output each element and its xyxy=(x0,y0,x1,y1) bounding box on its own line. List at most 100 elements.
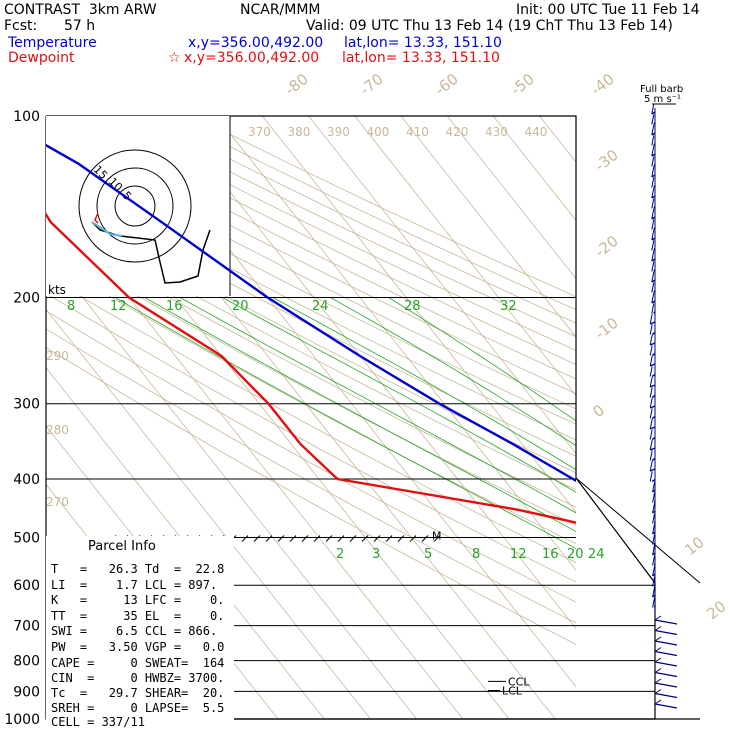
full-barb-unit: 5 m s⁻¹ xyxy=(644,94,681,105)
wind-barb xyxy=(651,271,655,283)
wind-barb xyxy=(654,629,678,636)
wind-barb xyxy=(651,240,655,251)
isotherm-label: -10 xyxy=(591,314,621,343)
wind-barb xyxy=(649,366,653,377)
wind-barb xyxy=(653,122,656,125)
dry-adiabat-line xyxy=(46,259,576,545)
mixing-ratio-label: 8 xyxy=(472,547,480,562)
mixing-ratio-line xyxy=(717,538,740,720)
theta-label: 270 xyxy=(46,495,69,509)
theta-label: 410 xyxy=(406,125,429,139)
isotherm-label: -80 xyxy=(281,70,311,99)
moist-adiabat-label: 12 xyxy=(110,299,127,314)
hatch-mark xyxy=(241,535,249,542)
wind-barb xyxy=(651,331,656,336)
wind-barb xyxy=(654,668,662,673)
wind-barb xyxy=(649,321,656,325)
hatch-mark xyxy=(409,535,417,542)
wind-barb xyxy=(651,145,655,157)
theta-label: 420 xyxy=(446,125,469,139)
isotherm-label: -20 xyxy=(591,232,621,261)
wind-barb xyxy=(651,198,655,209)
wind-barb xyxy=(653,143,656,146)
theta-label: 280 xyxy=(46,423,69,437)
dry-adiabat-line xyxy=(46,211,576,491)
dry-adiabat-line xyxy=(46,140,576,410)
wind-barb xyxy=(651,208,655,220)
hodograph-storm-motion xyxy=(94,212,99,224)
wind-barb xyxy=(649,460,653,472)
isotherm-line xyxy=(262,116,576,513)
dewpoint-latlon: lat,lon= 13.33, 151.10 xyxy=(342,50,500,66)
wind-barb xyxy=(654,671,678,678)
dry-adiabat-line xyxy=(46,126,576,395)
wind-barb xyxy=(652,565,656,577)
dry-adiabat-line xyxy=(46,227,576,508)
theta-label: 380 xyxy=(288,125,311,139)
pressure-tick-label: 200 xyxy=(13,291,40,307)
dewpoint-legend: Dewpoint xyxy=(8,50,75,66)
hodograph-trace-low xyxy=(91,221,123,237)
parcel-row: PW = 3.50 VGP = 0.0 xyxy=(51,640,225,654)
isotherm-label: 0 xyxy=(589,401,608,421)
hatch-mark xyxy=(373,535,381,542)
wind-barb xyxy=(651,135,655,146)
moist-adiabat-label: 28 xyxy=(404,299,421,314)
init-time: Init: 00 UTC Tue 11 Feb 14 xyxy=(516,2,700,18)
isotherm-line xyxy=(46,367,325,719)
mixing-ratio-label: 20 xyxy=(567,547,584,562)
wind-barb xyxy=(652,513,656,524)
parcel-row: T = 26.3 Td = 22.8 xyxy=(51,562,225,576)
wind-barb xyxy=(653,269,656,272)
pressure-tick-label: 100 xyxy=(13,109,40,125)
moist-adiabat-label: 16 xyxy=(166,299,183,314)
ccl-label: CCL xyxy=(508,675,530,688)
dry-adiabat-line xyxy=(46,167,576,441)
isotherm-label: 20 xyxy=(703,597,729,623)
parcel-row: CAPE = 0 SWEAT= 164 xyxy=(51,656,225,670)
dry-adiabat-line xyxy=(46,275,576,564)
wind-barb xyxy=(652,492,656,503)
moist-adiabat-line xyxy=(179,297,576,514)
wind-barb xyxy=(651,219,655,230)
isotherm-line xyxy=(354,116,576,397)
isotherm-line xyxy=(586,116,740,719)
dewpoint-xy: x,y=356.00,492.00 xyxy=(184,50,320,66)
theta-label: 370 xyxy=(248,125,271,139)
hatch-mark xyxy=(301,535,309,542)
dry-adiabat-line xyxy=(46,153,576,425)
dry-adiabat-line xyxy=(73,116,576,366)
hatch-mark xyxy=(313,535,321,542)
wind-barb xyxy=(653,227,656,230)
isotherm-line xyxy=(400,116,576,338)
moist-adiabat-label: 20 xyxy=(232,299,249,314)
isotherm-label: -40 xyxy=(587,70,617,99)
fcst-value: 57 h xyxy=(64,18,96,34)
wind-barb xyxy=(653,185,656,188)
parcel-row: SREH = 0 LAPSE= 5.5 xyxy=(51,701,225,715)
wind-barb xyxy=(654,615,662,621)
theta-label: 430 xyxy=(485,125,508,139)
wind-barb xyxy=(654,619,678,625)
wind-barb xyxy=(651,303,655,314)
wind-barb xyxy=(649,439,653,451)
wind-barb xyxy=(654,703,678,709)
wind-barb xyxy=(652,576,656,587)
parcel-info-panel: Parcel Info T = 26.3 Td = 22.8 LI = 1.7 … xyxy=(46,536,234,729)
hatch-mark xyxy=(385,535,393,542)
wind-barb xyxy=(651,124,655,136)
wind-barb xyxy=(651,415,656,420)
wind-barb xyxy=(653,206,656,209)
hatch-mark xyxy=(325,535,333,542)
hatch-mark xyxy=(289,535,297,542)
moist-adiabat-label: 8 xyxy=(67,299,75,314)
wind-barb xyxy=(651,103,655,115)
marker-m-label: M xyxy=(432,529,442,542)
moist-adiabat-line xyxy=(144,297,576,533)
hatch-mark xyxy=(337,535,345,542)
theta-label: 290 xyxy=(46,349,69,363)
wind-barb xyxy=(651,282,655,293)
isotherm-line xyxy=(539,116,576,163)
wind-barb xyxy=(651,292,655,304)
